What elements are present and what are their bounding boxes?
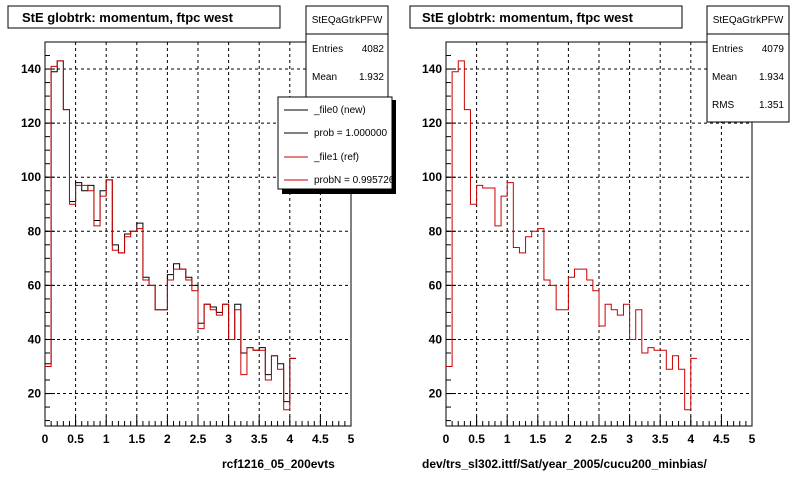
right-stats-label-entries: Entries bbox=[712, 44, 743, 55]
right-stats-name: StEQaGtrkPFW bbox=[713, 15, 784, 26]
right-hist-xtick-label: 1 bbox=[504, 432, 511, 446]
left-hist-xtick-label: 4 bbox=[286, 432, 293, 446]
left-hist-series-1 bbox=[45, 60, 296, 411]
right-hist-xtick-label: 4.5 bbox=[713, 432, 730, 446]
right-hist-xtick-label: 0.5 bbox=[468, 432, 485, 446]
right-hist-xtick-label: 2.5 bbox=[591, 432, 608, 446]
right-stats-label-rms: RMS bbox=[712, 100, 735, 111]
right-hist-xtick-label: 3.5 bbox=[652, 432, 669, 446]
left-hist-xtick-label: 4.5 bbox=[312, 432, 329, 446]
legend-entry-new: _file0 (new) bbox=[313, 105, 366, 116]
left-stats-name: StEQaGtrkPFW bbox=[312, 15, 383, 26]
right-hist-ytick-label: 140 bbox=[422, 62, 442, 76]
right-hist-series-0 bbox=[446, 60, 697, 411]
left-hist-ytick-label: 120 bbox=[21, 116, 41, 130]
left-stats-value-entries: 4082 bbox=[362, 44, 385, 55]
legend-entry-ref: _file1 (ref) bbox=[313, 152, 359, 163]
left-hist-xtick-label: 1.5 bbox=[128, 432, 145, 446]
left-hist-ytick-label: 60 bbox=[28, 278, 42, 292]
right-stats-box bbox=[706, 5, 790, 123]
right-hist-ytick-label: 20 bbox=[429, 387, 443, 401]
left-stats-label-entries: Entries bbox=[312, 44, 343, 55]
right-stats-label-mean: Mean bbox=[712, 72, 737, 83]
right-hist-xtick-label: 5 bbox=[749, 432, 756, 446]
right-hist-xtick-label: 4 bbox=[687, 432, 694, 446]
right-footer: dev/trs_sl302.ittf/Sat/year_2005/cucu200… bbox=[422, 457, 707, 471]
right-title: StE globtrk: momentum, ftpc west bbox=[422, 10, 634, 25]
legend-box bbox=[277, 96, 393, 190]
left-hist-xtick-label: 0.5 bbox=[67, 432, 84, 446]
right-hist-ytick-label: 60 bbox=[429, 278, 443, 292]
left-hist-ytick-label: 20 bbox=[28, 387, 42, 401]
right-panel: StE globtrk: momentum, ftpc west 0 0.5 1 1.… bbox=[409, 5, 790, 471]
right-stats-value-mean: 1.934 bbox=[759, 72, 784, 83]
left-hist-xtick-label: 0 bbox=[42, 432, 49, 446]
left-hist-xtick-label: 2.5 bbox=[190, 432, 207, 446]
left-stats-value-mean: 1.932 bbox=[359, 72, 384, 83]
left-hist-ytick-label: 140 bbox=[21, 62, 41, 76]
left-hist-ytick-label: 80 bbox=[28, 224, 42, 238]
left-hist-xtick-label: 3.5 bbox=[251, 432, 268, 446]
left-hist-xtick-label: 2 bbox=[164, 432, 171, 446]
right-hist-ytick-label: 80 bbox=[429, 224, 443, 238]
right-hist-xtick-label: 1.5 bbox=[529, 432, 546, 446]
left-hist-xtick-label: 3 bbox=[225, 432, 232, 446]
left-hist-ytick-label: 100 bbox=[21, 170, 41, 184]
right-hist-xtick-label: 0 bbox=[443, 432, 450, 446]
left-hist-xtick-label: 5 bbox=[348, 432, 355, 446]
left-title-box bbox=[7, 5, 281, 29]
left-footer: rcf1216_05_200evts bbox=[222, 457, 335, 471]
right-hist-ytick-label: 120 bbox=[422, 116, 442, 130]
right-stats-value-rms: 1.351 bbox=[759, 100, 784, 111]
legend-entry-probn: probN = 0.995726 bbox=[314, 175, 395, 186]
legend-entry-prob: prob = 1.000000 bbox=[314, 128, 388, 139]
right-hist-xtick-label: 3 bbox=[626, 432, 633, 446]
left-panel: StE globtrk: momentum, ftpc west 0 0.5 1 1.… bbox=[7, 5, 396, 471]
left-hist-ytick-label: 40 bbox=[28, 332, 42, 346]
left-title: StE globtrk: momentum, ftpc west bbox=[22, 10, 234, 25]
right-plot-area: 0 0.5 1 1.5 2 2.5 3 3.5 4 4.5 5 20 40 60 80 100 120 140 bbox=[422, 41, 756, 446]
right-hist-ytick-label: 100 bbox=[422, 170, 442, 184]
right-stats-value-entries: 4079 bbox=[762, 44, 785, 55]
left-hist-xtick-label: 1 bbox=[103, 432, 110, 446]
left-stats-label-mean: Mean bbox=[312, 72, 337, 83]
right-title-box bbox=[409, 5, 683, 29]
right-hist-xtick-label: 2 bbox=[565, 432, 572, 446]
right-hist-ytick-label: 40 bbox=[429, 332, 443, 346]
